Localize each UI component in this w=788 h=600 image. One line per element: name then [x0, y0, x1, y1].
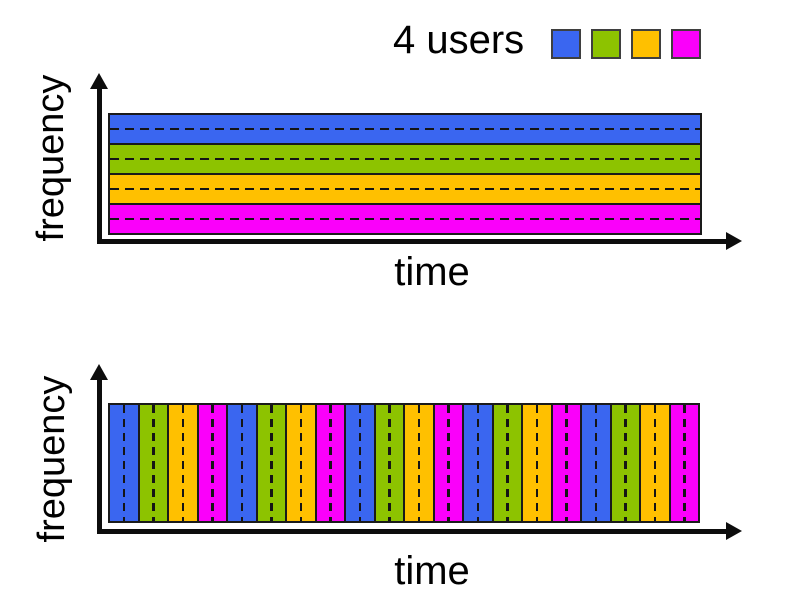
legend-swatches [551, 29, 701, 59]
slot-center-dashed-line [506, 405, 509, 521]
slot-center-dashed-line [417, 405, 420, 521]
tdma-slot-magenta [434, 405, 464, 521]
fdma-x-axis-arrowhead-icon [726, 232, 742, 250]
tdma-y-axis-label: frequency [31, 375, 73, 543]
slot-center-dashed-line [653, 405, 656, 521]
fdma-band-block [108, 113, 702, 235]
legend-swatch-blue [551, 29, 581, 59]
slot-center-dashed-line [270, 405, 273, 521]
tdma-x-axis-label: time [394, 549, 470, 593]
tdma-x-axis [97, 529, 726, 534]
legend-swatch-yellow [631, 29, 661, 59]
slot-center-dashed-line [388, 405, 391, 521]
tdma-slot-blue [464, 405, 494, 521]
tdma-slot-green [139, 405, 169, 521]
tdma-slot-green [493, 405, 523, 521]
slot-center-dashed-line [152, 405, 155, 521]
tdma-slot-green [611, 405, 641, 521]
tdma-slot-green [257, 405, 287, 521]
fdma-y-axis-arrowhead-icon [90, 73, 108, 89]
slot-center-dashed-line [535, 405, 538, 521]
tdma-slot-block [108, 403, 700, 523]
tdma-slot-blue [582, 405, 612, 521]
tdma-slot-blue [110, 405, 140, 521]
legend-label: 4 users [393, 18, 525, 62]
band-center-dashed-line [110, 127, 700, 131]
slot-center-dashed-line [447, 405, 450, 521]
slot-center-dashed-line [624, 405, 627, 521]
fdma-x-axis-label: time [394, 250, 470, 294]
tdma-slot-magenta [316, 405, 346, 521]
tdma-slot-magenta [670, 405, 698, 521]
slot-center-dashed-line [122, 405, 125, 521]
slot-center-dashed-line [181, 405, 184, 521]
tdma-slot-magenta [552, 405, 582, 521]
tdma-slot-yellow [641, 405, 671, 521]
tdma-y-axis [97, 378, 102, 534]
slot-center-dashed-line [211, 405, 214, 521]
fdma-band-magenta [110, 205, 700, 233]
tdma-slot-magenta [198, 405, 228, 521]
slot-center-dashed-line [299, 405, 302, 521]
slot-center-dashed-line [683, 405, 686, 521]
slot-center-dashed-line [358, 405, 361, 521]
legend-swatch-magenta [671, 29, 701, 59]
fdma-x-axis [97, 239, 726, 244]
slot-center-dashed-line [329, 405, 332, 521]
tdma-slot-blue [346, 405, 376, 521]
legend-swatch-green [591, 29, 621, 59]
fdma-band-blue [110, 115, 700, 145]
band-center-dashed-line [110, 217, 700, 221]
tdma-x-axis-arrowhead-icon [726, 522, 742, 540]
tdma-slot-green [375, 405, 405, 521]
band-center-dashed-line [110, 157, 700, 161]
tdma-slot-yellow [287, 405, 317, 521]
tdma-slot-yellow [405, 405, 435, 521]
tdma-slot-yellow [523, 405, 553, 521]
tdma-y-axis-arrowhead-icon [90, 364, 108, 380]
tdma-slot-yellow [169, 405, 199, 521]
fdma-band-yellow [110, 175, 700, 205]
fdma-y-axis-label: frequency [30, 74, 72, 242]
slot-center-dashed-line [565, 405, 568, 521]
band-center-dashed-line [110, 187, 700, 191]
fdma-y-axis [97, 87, 102, 244]
fdma-band-green [110, 145, 700, 175]
slot-center-dashed-line [476, 405, 479, 521]
tdma-slot-blue [228, 405, 258, 521]
slot-center-dashed-line [594, 405, 597, 521]
slot-center-dashed-line [240, 405, 243, 521]
